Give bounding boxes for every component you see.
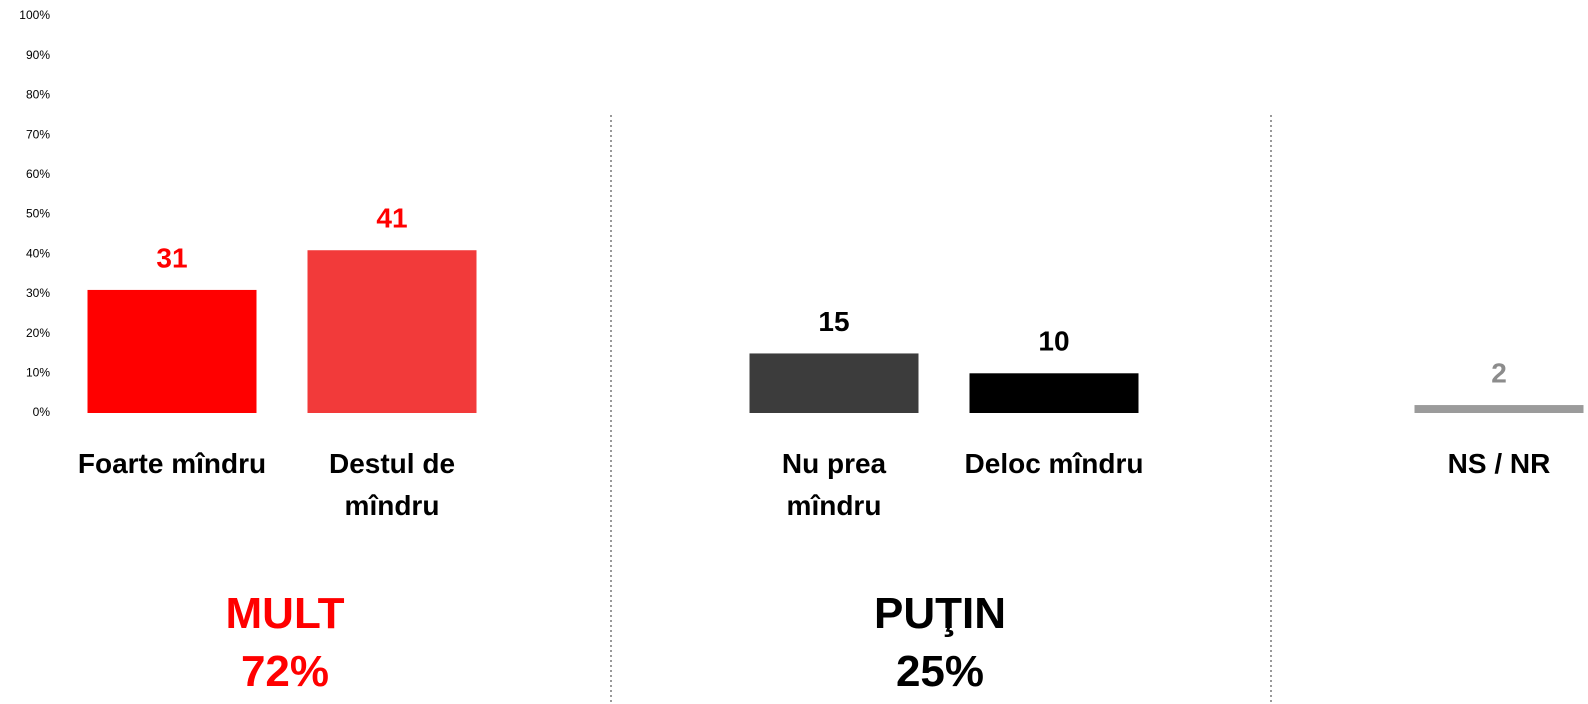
value-label: 41 (376, 203, 407, 234)
value-label: 15 (818, 306, 849, 337)
bar (87, 289, 257, 413)
value-label: 10 (1038, 326, 1069, 357)
y-tick-label: 20% (26, 326, 50, 340)
y-tick-label: 10% (26, 365, 50, 379)
y-tick-label: 0% (33, 405, 51, 419)
group-name: PUŢIN (874, 589, 1006, 638)
y-tick-label: 70% (26, 127, 50, 141)
bar (969, 373, 1139, 413)
bar (1414, 405, 1584, 413)
x-tick-label: Deloc mîndru (964, 448, 1144, 479)
y-tick-label: 40% (26, 246, 50, 260)
y-tick-label: 60% (26, 167, 50, 181)
x-tick-label: Destul de mîndru (328, 448, 456, 521)
x-tick-label: Nu prea mîndru (781, 448, 887, 521)
group-total: 72% (240, 647, 330, 696)
x-tick-label: Foarte mîndru (77, 448, 267, 479)
bar (749, 353, 919, 413)
x-tick-label: NS / NR (1447, 448, 1551, 479)
y-tick-label: 30% (26, 286, 50, 300)
value-label: 2 (1491, 357, 1507, 388)
group-name: MULT (225, 589, 345, 638)
y-tick-label: 80% (26, 88, 50, 102)
bar (307, 250, 477, 413)
y-tick-label: 100% (19, 8, 50, 22)
value-label: 31 (156, 242, 187, 273)
y-tick-label: 50% (26, 207, 50, 221)
group-total: 25% (895, 647, 985, 696)
y-tick-label: 90% (26, 48, 50, 62)
